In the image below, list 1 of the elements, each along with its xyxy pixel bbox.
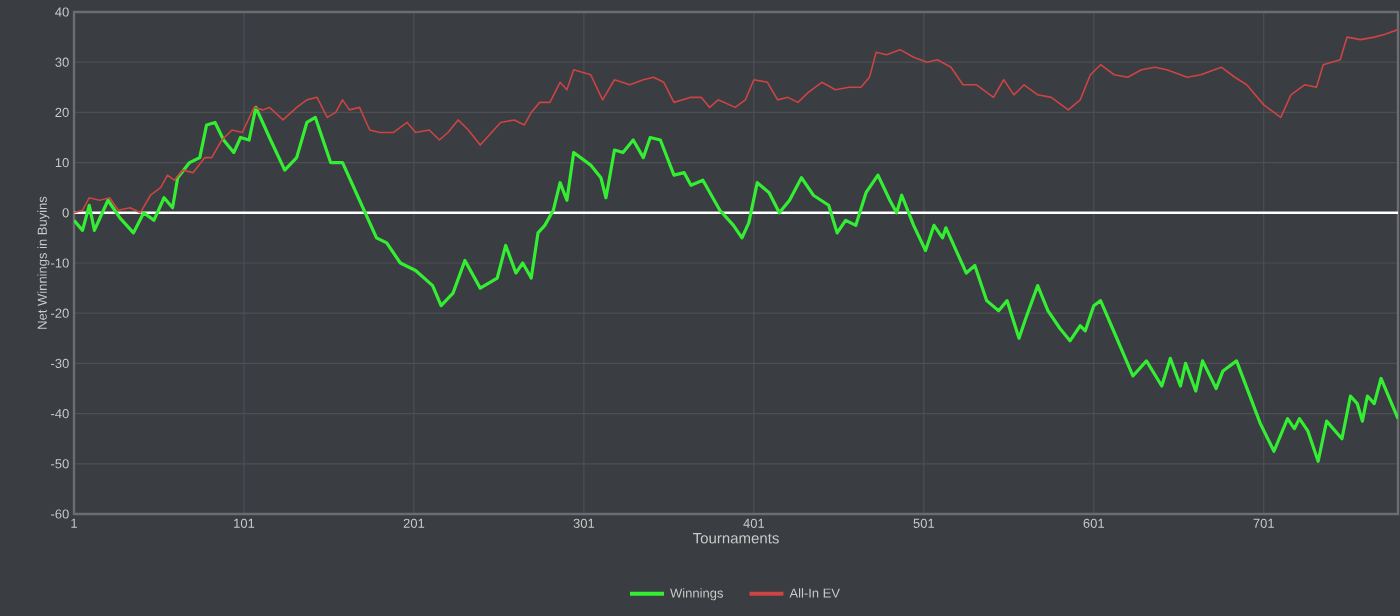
line-series xyxy=(74,28,1399,214)
